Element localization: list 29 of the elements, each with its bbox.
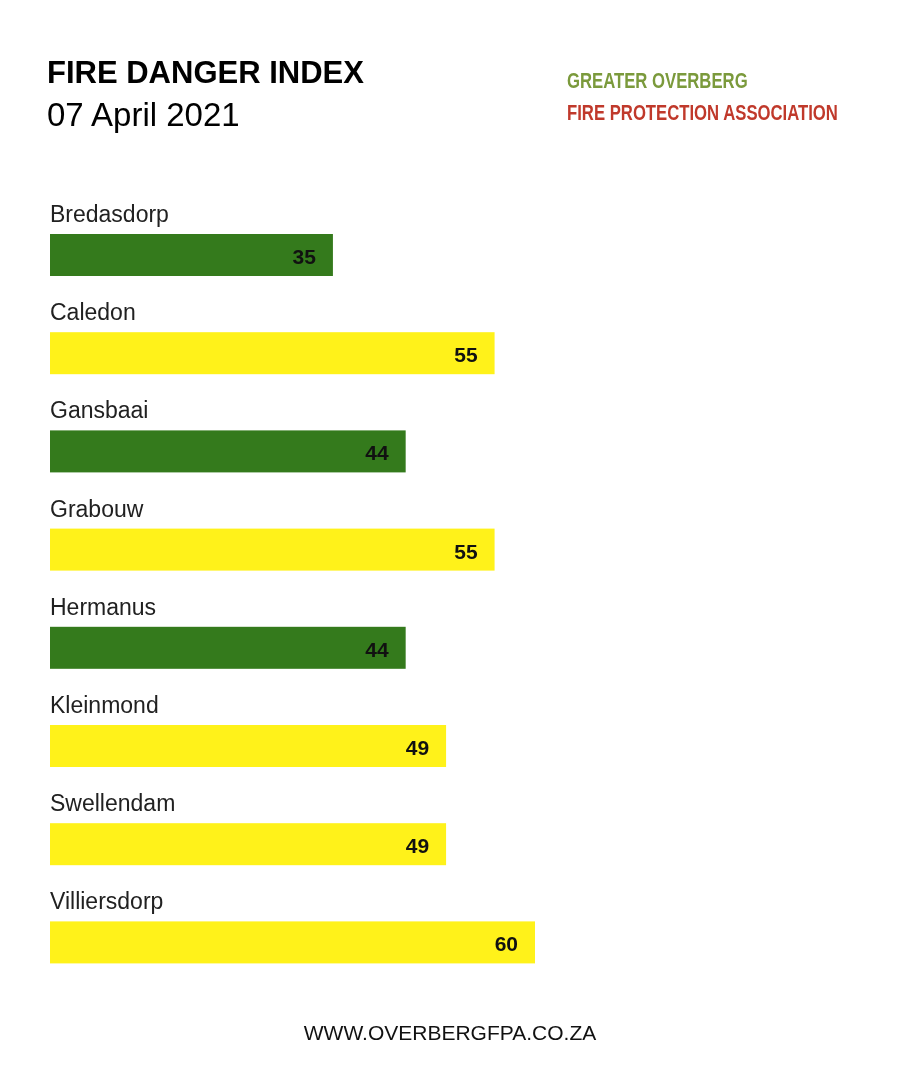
data-label: 49 [405, 834, 430, 858]
text: FIRE PROTECTION ASSOCIATION [567, 99, 838, 125]
data-label: 35 [292, 245, 317, 268]
text: GREATER OVERBERG [567, 67, 748, 93]
chart-title: FIRE DANGER INDEX [47, 55, 365, 90]
y-tick-label: Villiersdorp [50, 888, 164, 915]
y-tick-label: Caledon [50, 299, 136, 326]
data-label: 60 [494, 932, 518, 956]
y-tick-label: Bredasdorp [50, 201, 169, 227]
data-label: 44 [365, 637, 389, 661]
bar [50, 626, 406, 669]
text: WWW.OVERBERGFPA.CO.ZA [303, 1021, 597, 1044]
bar [50, 823, 447, 866]
y-tick-label: Swellendam [50, 790, 176, 817]
bar [50, 234, 333, 276]
bar [50, 725, 447, 767]
y-tick-label: Gansbaai [50, 397, 149, 424]
y-tick-label: Kleinmond [50, 692, 159, 718]
data-label: 44 [365, 441, 389, 465]
bar [50, 528, 495, 571]
data-label: 55 [454, 539, 478, 563]
y-tick-label: Grabouw [50, 495, 144, 522]
data-label: 49 [405, 736, 430, 759]
bar [50, 430, 406, 473]
bar [50, 332, 495, 375]
bar [50, 921, 535, 964]
y-tick-label: Hermanus [50, 593, 157, 620]
chart-subtitle: 07 April 2021 [47, 96, 240, 133]
data-label: 55 [454, 343, 478, 367]
